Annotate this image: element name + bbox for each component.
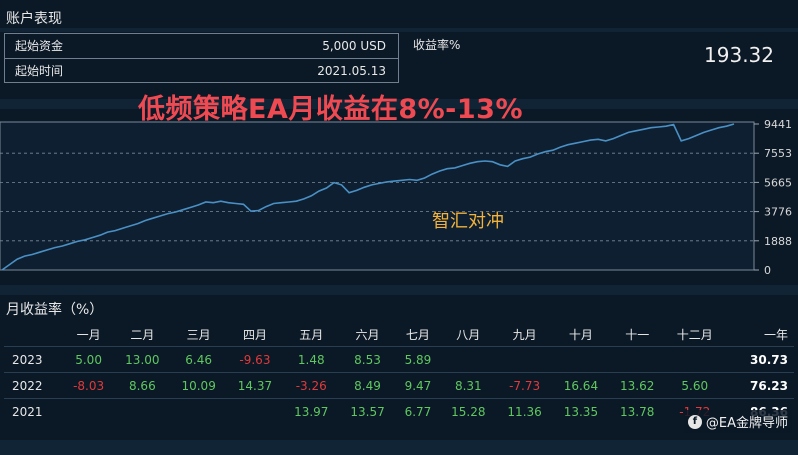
month-return-cell: -3.26	[283, 372, 340, 399]
band	[0, 99, 798, 109]
equity-line	[1, 123, 735, 271]
year-total-cell: 30.73	[724, 346, 794, 373]
month-return-cell: 6.46	[170, 346, 227, 373]
table-row: 2023 5.00 13.00 6.46 -9.63 1.48 8.53 5.89 30.73	[4, 346, 794, 373]
month-return-cell: 13.35	[552, 398, 610, 424]
year-total-cell: 76.23	[724, 372, 794, 399]
month-return-cell: 5.89	[395, 346, 441, 373]
y-tick-label: 0	[764, 264, 771, 277]
start-capital-row: 起始资金 5,000 USD	[5, 34, 398, 57]
month-return-cell: 13.00	[114, 346, 171, 373]
month-return-cell	[552, 346, 610, 373]
month-return-cell	[440, 346, 497, 373]
y-tick-label: 9441	[764, 118, 792, 131]
headline: 低频策略EA月收益在8%-13%	[138, 94, 524, 125]
y-tick-label: 7553	[764, 147, 792, 160]
badge-text: @EA金牌导师	[705, 416, 788, 431]
band	[0, 285, 798, 295]
start-time-row: 起始时间 2021.05.13	[5, 59, 398, 82]
month-return-cell: 5.00	[63, 346, 115, 373]
year-column-header	[4, 322, 63, 347]
monthly-returns-title: 月收益率（%）	[6, 302, 104, 318]
month-return-cell: 8.53	[339, 346, 396, 373]
month-return-cell: 9.47	[395, 372, 441, 399]
month-header: 四月	[242, 327, 267, 342]
return-rate-value: 193.32	[704, 43, 774, 67]
month-return-cell: 13.57	[339, 398, 396, 424]
table-header-row: 一月 二月 三月 四月 五月 六月 七月 八月 九月 十月 十一 十二月 一年	[4, 322, 794, 347]
chart-frame	[0, 121, 755, 271]
month-return-cell	[114, 398, 171, 424]
month-header: 十二月	[676, 327, 713, 342]
start-capital-value: 5,000 USD	[322, 38, 386, 53]
month-return-cell: 6.77	[395, 398, 441, 424]
monthly-returns-table: 一月 二月 三月 四月 五月 六月 七月 八月 九月 十月 十一 十二月 一年 …	[4, 322, 794, 424]
table-row: 202113.9713.576.7715.2811.3613.3513.78-1…	[4, 398, 794, 424]
start-time-value: 2021.05.13	[317, 63, 386, 78]
platform-logo-icon: f	[687, 414, 702, 429]
equity-chart: 0 1888 3776 5665 7553 9441	[0, 118, 792, 277]
year-total-header: 一年	[763, 327, 788, 342]
month-return-cell: 8.49	[339, 372, 396, 399]
month-return-cell: 13.97	[283, 398, 340, 424]
start-capital-label: 起始资金	[15, 39, 64, 53]
month-return-cell	[496, 346, 553, 373]
y-tick-label: 5665	[764, 176, 792, 189]
month-header: 二月	[130, 327, 155, 342]
month-return-cell: 15.28	[440, 398, 497, 424]
month-return-cell: 5.60	[665, 372, 725, 399]
month-return-cell: 8.66	[114, 372, 171, 399]
month-header: 五月	[299, 327, 324, 342]
month-return-cell: 1.48	[283, 346, 340, 373]
account-title: 账户表现	[6, 11, 62, 27]
month-return-cell: 13.62	[609, 372, 666, 399]
source-badge: f @EA金牌导师	[683, 410, 792, 433]
year-cell: 2021	[4, 398, 63, 424]
y-tick-label: 3776	[764, 206, 792, 219]
table-row: 2022 -8.03 8.66 10.09 14.37 -3.26 8.49 9.47 8.31…	[4, 372, 794, 399]
month-return-cell: -7.73	[496, 372, 553, 399]
month-header: 三月	[186, 327, 211, 342]
month-return-cell	[609, 346, 666, 373]
band	[0, 440, 798, 455]
return-rate-label: 收益率%	[413, 38, 461, 52]
month-header: 一月	[76, 327, 101, 342]
month-return-cell: 10.09	[170, 372, 227, 399]
month-header: 七月	[405, 327, 430, 342]
month-return-cell: -8.03	[63, 372, 115, 399]
account-summary-box: 起始资金 5,000 USD 起始时间 2021.05.13	[4, 33, 399, 83]
month-header: 八月	[456, 327, 481, 342]
year-cell: 2023	[4, 346, 63, 373]
month-return-cell	[226, 398, 284, 424]
month-return-cell: 13.78	[609, 398, 666, 424]
chart-watermark: 智汇对冲	[432, 211, 504, 232]
month-header: 六月	[355, 327, 380, 342]
month-return-cell: 16.64	[552, 372, 610, 399]
month-return-cell	[63, 398, 115, 424]
month-header: 十一	[625, 327, 650, 342]
month-header: 十月	[568, 327, 593, 342]
month-return-cell	[665, 346, 725, 373]
divider	[0, 28, 798, 32]
year-cell: 2022	[4, 372, 63, 399]
month-return-cell: 8.31	[440, 372, 497, 399]
month-return-cell	[170, 398, 227, 424]
month-header: 九月	[512, 327, 537, 342]
month-return-cell: -9.63	[226, 346, 284, 373]
month-return-cell: 14.37	[226, 372, 284, 399]
month-return-cell: 11.36	[496, 398, 553, 424]
y-tick-label: 1888	[764, 235, 792, 248]
start-time-label: 起始时间	[15, 64, 64, 78]
row-divider	[5, 58, 398, 59]
